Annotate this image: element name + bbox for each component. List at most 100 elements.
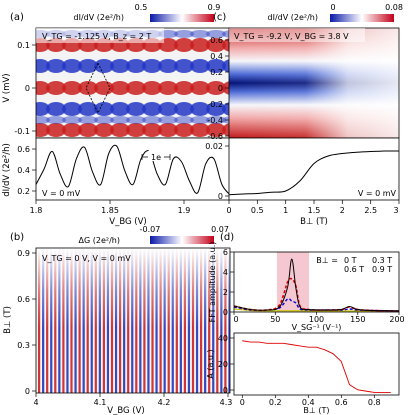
panel-b-annotation: V_TG = 0 V, V = 0 mV [42, 254, 131, 263]
panel-a-colorbar-max: 0.9 [208, 3, 221, 12]
panel-d-top-ytick: 0 [223, 308, 228, 317]
panel-a-stripe [174, 81, 194, 95]
panel-d-bottom-xtick: 0 [240, 398, 245, 407]
panel-b-label: (b) [10, 232, 24, 243]
panel-a-stripe [158, 116, 178, 124]
panel-d-top-ytick: 2 [223, 288, 228, 297]
panel-b-ytick: 0 [25, 387, 30, 396]
panel-a-stripe [46, 59, 66, 73]
panel-a-stripe [174, 102, 194, 116]
panel-a-xtick: 1.9 [178, 206, 191, 215]
panel-d-label: (d) [220, 232, 234, 243]
panel-d: (d) B⊥ = 0 T 0.3 T 0.6 T 0.9 T 6 4 2 0 F… [206, 232, 405, 415]
panel-c-colorbar-label: dI/dV (2e²/h) [268, 13, 318, 22]
panel-c-xtick: 0 [226, 206, 231, 215]
panel-c-bottom-ytick: 0 [218, 192, 223, 201]
panel-b-yaxis: 0.9 0.6 0.3 0 B⊥ (T) [3, 249, 36, 396]
panel-b-frame [35, 247, 231, 394]
panel-d-bottom-xaxis: 0 0.2 0.4 0.6 0.8 B⊥ (T) [240, 395, 381, 415]
panel-a-stripe [142, 116, 162, 124]
panel-a-stripe [142, 102, 162, 116]
panel-d-top-xaxis: 0 50 100 150 200 V_SG⁻¹ (V⁻¹) [233, 312, 405, 332]
panel-a-stripe [78, 123, 98, 137]
panel-a-stripe [206, 30, 226, 38]
amplitude-trace [242, 340, 391, 393]
panel-a-stripe [206, 102, 226, 116]
panel-a-conductance-trace [35, 144, 231, 196]
panel-a-stripe [222, 30, 230, 38]
panel-a-period-marker: 1e [141, 151, 171, 162]
panel-a: V_TG = -1.125 V, B_z = 2 T 0.1 0 -0.1 V … [2, 3, 231, 227]
panel-a-ytick: -0.1 [14, 127, 30, 136]
panel-a-stripe [190, 59, 210, 73]
panel-d-bottom-frame [233, 332, 400, 396]
panel-a-stripe [78, 59, 98, 73]
panel-c-ytick: -0.2 [207, 100, 223, 109]
panel-a-stripe [174, 38, 194, 52]
panel-c: V_TG = -9.2 V, V_BG = 3.8 V 0.6 0.4 0.2 … [205, 3, 403, 227]
panel-a-stripe [190, 30, 210, 38]
panel-a-bottom-ytick: 0.2 [17, 187, 30, 196]
panel-a-stripe [36, 123, 50, 137]
panel-d-bottom-yaxis: 40 20 0 A (a.u.) [206, 334, 234, 395]
panel-a-colorbar-min: 0.5 [135, 3, 148, 12]
panel-a-annotation-bg [36, 28, 164, 43]
panel-a-stripe [190, 116, 210, 124]
panel-a-stripe [62, 116, 82, 124]
panel-b-ytick: 0.6 [17, 295, 30, 304]
panel-a-stripe [142, 81, 162, 95]
panel-c-ytick: 0.6 [210, 36, 223, 45]
panel-a-stripe [62, 59, 82, 73]
panel-a-label: (a) [10, 12, 24, 23]
panel-a-stripe [110, 102, 130, 116]
panel-a-stripe [94, 81, 114, 95]
panel-b-ylabel: B⊥ (T) [3, 306, 13, 334]
panel-a-stripe [62, 123, 82, 137]
panel-a-stripe [174, 123, 194, 137]
panel-a-stripe [126, 102, 146, 116]
panel-d-top-background [234, 252, 399, 312]
panel-a-stripe [36, 102, 50, 116]
panel-a-stripe [78, 116, 98, 124]
panel-a-stripe [142, 59, 162, 73]
panel-b-ytick: 0.9 [17, 249, 30, 258]
panel-a-annotation: V_TG = -1.125 V, B_z = 2 T [42, 32, 151, 41]
panel-a-stripe [190, 38, 210, 52]
panel-b-ytick: 0.3 [17, 341, 30, 350]
panel-a-stripe [110, 59, 130, 73]
panel-a-stripe [110, 116, 130, 124]
panel-c-annotation: V_TG = -9.2 V, V_BG = 3.8 V [234, 32, 349, 41]
panel-a-stripe [46, 81, 66, 95]
panel-c-label: (c) [213, 12, 226, 23]
panel-a-stripe [158, 59, 178, 73]
panel-a-stripe [78, 81, 98, 95]
panel-a-stripe [174, 59, 194, 73]
panel-a-bottom-ytick: 0.6 [17, 145, 30, 154]
panel-a-stripe [206, 59, 226, 73]
panel-c-xtick: 2.5 [364, 206, 377, 215]
panel-c-xtick: 1 [283, 206, 288, 215]
panel-a-stripe [206, 38, 226, 52]
fft-series-0 [234, 258, 399, 312]
panel-a-stripe [222, 123, 230, 137]
panel-b-xaxis: 4 4.1 4.2 4.3 V_BG (V) [33, 393, 232, 415]
panel-a-stripe [94, 123, 114, 137]
panel-a-stripe [142, 123, 162, 137]
panel-a-stripe [94, 102, 114, 116]
panel-c-fade [229, 28, 399, 138]
panel-a-xtick: 1.8 [30, 206, 43, 215]
panel-c-colorbar-max: 0.08 [385, 3, 403, 12]
fft-traces [234, 258, 399, 312]
panel-a-stripe [190, 102, 210, 116]
fft-legend: B⊥ = 0 T 0.3 T 0.6 T 0.9 T [316, 256, 392, 274]
panel-a-colorbar-label: dI/dV (2e²/h) [74, 13, 124, 22]
panel-a-line-frame [35, 137, 231, 201]
panel-d-bottom-ylabel: A (a.u.) [206, 349, 215, 378]
panel-d-top-ytick: 6 [223, 248, 228, 257]
panel-a-bottom-annotation: V = 0 mV [42, 189, 81, 198]
panel-a-colorbar [150, 14, 214, 22]
panel-a-stripe [206, 81, 226, 95]
panel-a-stripe [126, 59, 146, 73]
panel-a-bottom-yaxis: 0.6 0.4 0.2 dI/dV (2e²/h) [2, 143, 36, 197]
panel-d-bottom-xtick: 0.6 [335, 398, 348, 407]
